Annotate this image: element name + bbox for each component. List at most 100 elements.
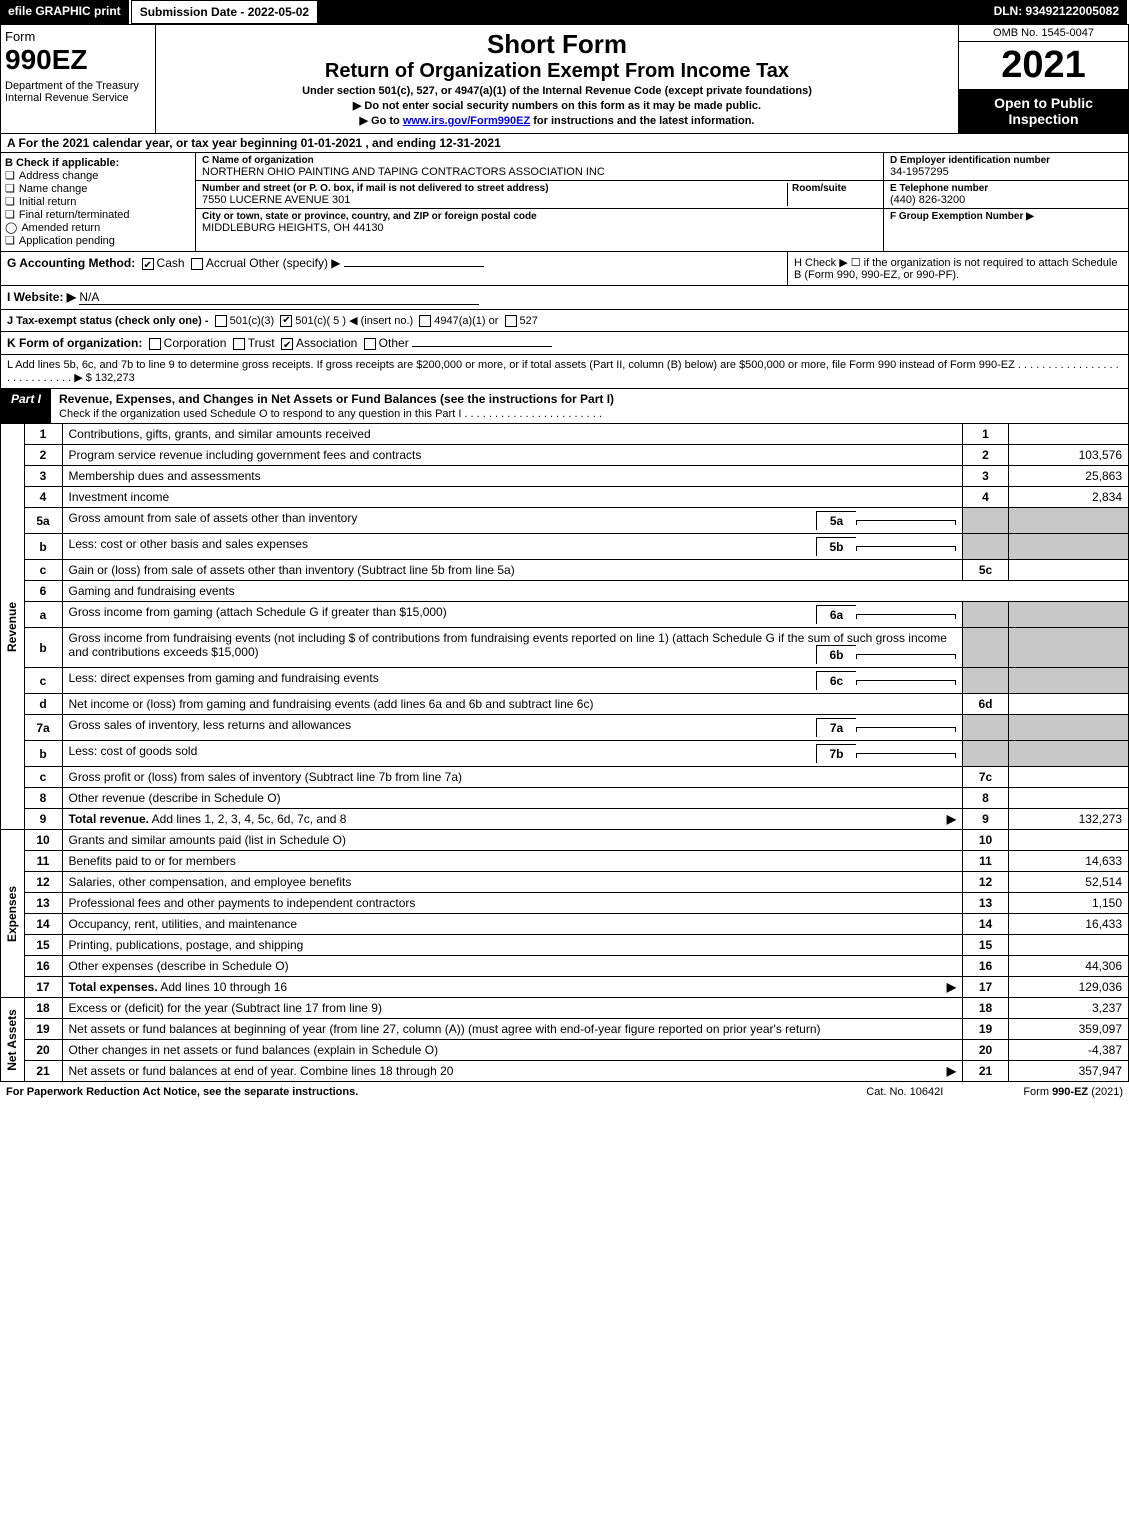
- line-number: 8: [24, 788, 62, 809]
- line-box-number: 15: [963, 935, 1009, 956]
- line-j: J Tax-exempt status (check only one) - 5…: [0, 310, 1129, 332]
- line-box-number: 7c: [963, 767, 1009, 788]
- line-amount: [1009, 560, 1129, 581]
- table-row: cGross profit or (loss) from sales of in…: [24, 767, 1128, 788]
- expenses-side-text: Expenses: [5, 886, 19, 942]
- netassets-section: Net Assets 18Excess or (deficit) for the…: [0, 998, 1129, 1082]
- chk-corp[interactable]: [149, 338, 161, 350]
- line-number: 6: [24, 581, 62, 602]
- line-box-number: 5c: [963, 560, 1009, 581]
- line-description: Net income or (loss) from gaming and fun…: [62, 694, 962, 715]
- chk-final-return[interactable]: Final return/terminated: [5, 208, 191, 221]
- line-h: H Check ▶ ☐ if the organization is not r…: [788, 252, 1128, 285]
- chk-4947[interactable]: [419, 315, 431, 327]
- line-number: 3: [24, 466, 62, 487]
- form-subtitle: Under section 501(c), 527, or 4947(a)(1)…: [164, 85, 950, 97]
- line-number: b: [24, 741, 62, 767]
- line-description: Excess or (deficit) for the year (Subtra…: [62, 998, 962, 1019]
- part1-title: Revenue, Expenses, and Changes in Net As…: [51, 389, 1128, 423]
- line-number: c: [24, 668, 62, 694]
- chk-name-change[interactable]: Name change: [5, 182, 191, 195]
- table-row: 8Other revenue (describe in Schedule O)8: [24, 788, 1128, 809]
- line-number: 10: [24, 830, 62, 851]
- other-specify-input[interactable]: [344, 266, 484, 267]
- page-footer: For Paperwork Reduction Act Notice, see …: [0, 1082, 1129, 1102]
- line-k: K Form of organization: Corporation Trus…: [0, 332, 1129, 355]
- line-description: Gross income from fundraising events (no…: [62, 628, 962, 668]
- line-box-number: 10: [963, 830, 1009, 851]
- chk-application-pending[interactable]: Application pending: [5, 234, 191, 247]
- line-amount: 1,150: [1009, 893, 1129, 914]
- netassets-side-text: Net Assets: [5, 1009, 19, 1071]
- room-label: Room/suite: [792, 183, 877, 194]
- line-box-number: 16: [963, 956, 1009, 977]
- form-note-1: ▶ Do not enter social security numbers o…: [164, 99, 950, 112]
- table-row: 9Total revenue. Add lines 1, 2, 3, 4, 5c…: [24, 809, 1128, 830]
- form-title-block: Short Form Return of Organization Exempt…: [156, 25, 958, 133]
- chk-cash[interactable]: [142, 258, 154, 270]
- other-org-input[interactable]: [412, 346, 552, 347]
- table-row: cLess: direct expenses from gaming and f…: [24, 668, 1128, 694]
- table-row: 18Excess or (deficit) for the year (Subt…: [24, 998, 1128, 1019]
- footer-left: For Paperwork Reduction Act Notice, see …: [6, 1086, 866, 1098]
- table-row: 19Net assets or fund balances at beginni…: [24, 1019, 1128, 1040]
- table-row: 1Contributions, gifts, grants, and simil…: [24, 424, 1128, 445]
- chk-501c3[interactable]: [215, 315, 227, 327]
- irs-link[interactable]: www.irs.gov/Form990EZ: [403, 115, 530, 127]
- line-description: Other changes in net assets or fund bala…: [62, 1040, 962, 1061]
- line-amount: 359,097: [1009, 1019, 1129, 1040]
- line-amount: [1009, 830, 1129, 851]
- line-box-number: 9: [963, 809, 1009, 830]
- line-number: b: [24, 628, 62, 668]
- line-description: Gaming and fundraising events: [62, 581, 1128, 602]
- chk-527[interactable]: [505, 315, 517, 327]
- part1-header-row: Part I Revenue, Expenses, and Changes in…: [0, 389, 1129, 424]
- org-name: NORTHERN OHIO PAINTING AND TAPING CONTRA…: [202, 166, 877, 178]
- chk-amended-return[interactable]: Amended return: [5, 221, 191, 234]
- line-description: Less: cost of goods sold7b: [62, 741, 962, 767]
- form-meta-block: OMB No. 1545-0047 2021 Open to Public In…: [958, 25, 1128, 133]
- box-b-title: B Check if applicable:: [5, 157, 191, 169]
- line-number: 4: [24, 487, 62, 508]
- chk-k-other[interactable]: [364, 338, 376, 350]
- city-label: City or town, state or province, country…: [202, 211, 877, 222]
- line-amount: [1009, 788, 1129, 809]
- revenue-table: 1Contributions, gifts, grants, and simil…: [24, 424, 1129, 830]
- table-row: 16Other expenses (describe in Schedule O…: [24, 956, 1128, 977]
- line-box-number: [963, 508, 1009, 534]
- table-row: 12Salaries, other compensation, and empl…: [24, 872, 1128, 893]
- table-row: bLess: cost or other basis and sales exp…: [24, 534, 1128, 560]
- line-number: 7a: [24, 715, 62, 741]
- line-j-label: J Tax-exempt status (check only one) -: [7, 315, 209, 327]
- part1-note: Check if the organization used Schedule …: [59, 408, 602, 420]
- line-amount: [1009, 741, 1129, 767]
- line-box-number: [963, 741, 1009, 767]
- line-amount: [1009, 628, 1129, 668]
- line-number: 1: [24, 424, 62, 445]
- line-amount: 25,863: [1009, 466, 1129, 487]
- chk-501c[interactable]: [280, 315, 292, 327]
- line-description: Less: cost or other basis and sales expe…: [62, 534, 962, 560]
- chk-address-change[interactable]: Address change: [5, 169, 191, 182]
- line-number: 15: [24, 935, 62, 956]
- line-number: 9: [24, 809, 62, 830]
- table-row: 17Total expenses. Add lines 10 through 1…: [24, 977, 1128, 998]
- line-description: Other expenses (describe in Schedule O): [62, 956, 962, 977]
- revenue-section: Revenue 1Contributions, gifts, grants, a…: [0, 424, 1129, 830]
- opt-527: 527: [520, 315, 538, 327]
- group-exempt-label: F Group Exemption Number ▶: [890, 211, 1122, 222]
- table-row: 7aGross sales of inventory, less returns…: [24, 715, 1128, 741]
- line-description: Gross profit or (loss) from sales of inv…: [62, 767, 962, 788]
- expenses-side-label: Expenses: [0, 830, 24, 998]
- form-note-2: ▶ Go to www.irs.gov/Form990EZ for instru…: [164, 114, 950, 127]
- header-spacer: [318, 0, 985, 24]
- chk-initial-return[interactable]: Initial return: [5, 195, 191, 208]
- chk-trust[interactable]: [233, 338, 245, 350]
- line-description: Contributions, gifts, grants, and simila…: [62, 424, 962, 445]
- chk-assoc[interactable]: [281, 338, 293, 350]
- chk-accrual[interactable]: [191, 258, 203, 270]
- line-description: Gross amount from sale of assets other t…: [62, 508, 962, 534]
- org-info-block: B Check if applicable: Address change Na…: [0, 153, 1129, 252]
- line-l-text: L Add lines 5b, 6c, and 7b to line 9 to …: [7, 359, 1119, 384]
- efile-label[interactable]: efile GRAPHIC print: [0, 0, 131, 24]
